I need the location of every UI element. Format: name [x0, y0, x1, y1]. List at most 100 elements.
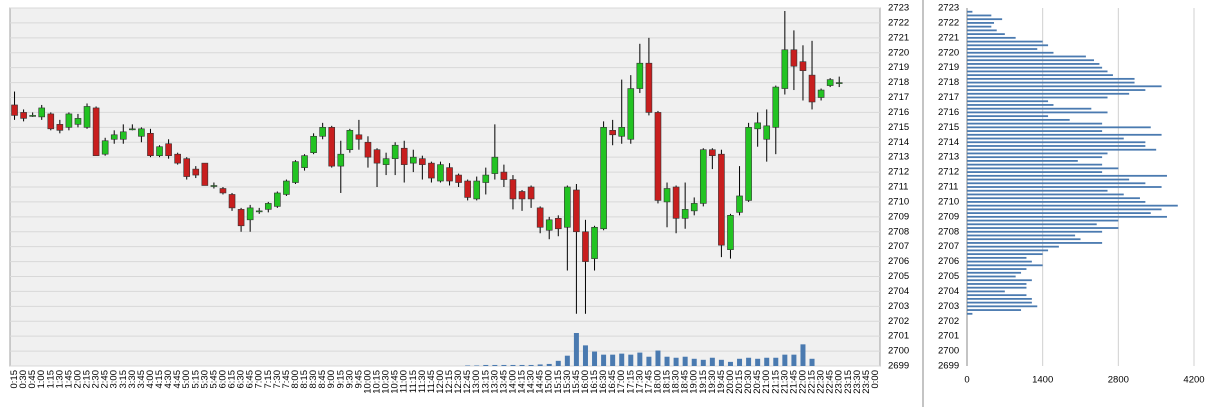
- x-tick-label: 11:45: [426, 370, 437, 393]
- x-tick-label: 10:30: [381, 370, 392, 394]
- x-tick-label: 7:30: [272, 370, 283, 389]
- candle-body: [355, 134, 363, 140]
- candle-body: [237, 209, 245, 227]
- candle-body: [591, 226, 598, 259]
- y-tick-label: 2708: [938, 226, 959, 237]
- x-tick-label: 19:00: [689, 370, 700, 394]
- x-tick-label: 13:00: [471, 370, 482, 394]
- x-tick-label: 16:45: [607, 370, 618, 394]
- profile-bar: [967, 63, 1100, 65]
- x-tick-label: 13:15: [480, 370, 491, 394]
- x-tick-label: 19:45: [716, 370, 727, 394]
- x-tick-label: 10:00: [362, 370, 373, 394]
- volume-bar: [492, 364, 498, 366]
- x-tick-label: 12:30: [453, 370, 464, 394]
- candle-body: [600, 127, 607, 230]
- profile-bar: [967, 77, 1135, 80]
- profile-bar: [967, 137, 1124, 140]
- y-tick-label: 2712: [888, 167, 909, 178]
- volume-bar: [610, 354, 616, 366]
- y-tick-label: 2699: [938, 361, 959, 372]
- y-tick-label: 2700: [938, 346, 959, 357]
- y-tick-label: 2701: [888, 331, 909, 342]
- candle-body: [491, 156, 499, 174]
- x-tick-label: 0:45: [27, 370, 38, 389]
- profile-bar: [967, 290, 1005, 293]
- profile-bar: [967, 115, 1049, 118]
- x-tick-label: 8:30: [308, 370, 319, 389]
- candle-body: [210, 185, 218, 187]
- y-tick-label: 2713: [938, 152, 959, 163]
- x-tick-label: 1:00: [36, 370, 47, 389]
- profile-bar: [967, 48, 1038, 50]
- y-tick-label: 2718: [888, 77, 909, 88]
- candle-body: [745, 127, 752, 201]
- volume-bar: [709, 357, 715, 366]
- profile-bar: [967, 81, 1135, 84]
- x-tick-label: 9:00: [326, 370, 337, 389]
- volume-bar: [773, 357, 779, 366]
- candle-body: [618, 127, 626, 137]
- candle-body: [147, 133, 154, 156]
- candle-body: [636, 62, 644, 89]
- candle-body: [382, 158, 390, 165]
- profile-bar: [967, 152, 1108, 155]
- candle-body: [437, 164, 444, 182]
- profile-bar: [967, 264, 1043, 267]
- candle-body: [509, 179, 517, 200]
- x-tick-label: 4200: [1183, 375, 1204, 386]
- candle-body: [101, 140, 109, 155]
- x-tick-label: 18:15: [662, 370, 673, 394]
- x-tick-label: 3:00: [109, 370, 120, 389]
- x-tick-label: 20:15: [734, 370, 745, 394]
- profile-bar: [967, 44, 1049, 47]
- volume-bar: [746, 357, 752, 366]
- candle-body: [400, 147, 408, 165]
- profile-bar: [967, 178, 1130, 181]
- x-tick-label: 0:00: [870, 370, 881, 389]
- x-tick-label: 4:00: [145, 370, 156, 389]
- profile-bar: [967, 212, 1151, 215]
- x-tick-label: 17:45: [643, 370, 654, 394]
- candle-body: [654, 112, 662, 201]
- y-tick-label: 2712: [938, 167, 959, 178]
- candle-body: [110, 134, 118, 140]
- profile-bar: [967, 29, 997, 32]
- y-tick-label: 2715: [938, 122, 959, 133]
- profile-bar: [967, 186, 1162, 188]
- y-tick-label: 2710: [938, 196, 959, 207]
- x-tick-label: 5:30: [199, 370, 210, 389]
- x-tick-label: 14:15: [517, 370, 528, 394]
- x-tick-label: 10:15: [372, 370, 383, 394]
- profile-bar: [967, 40, 1043, 43]
- x-tick-label: 21:30: [779, 370, 790, 394]
- profile-bar: [967, 85, 1162, 88]
- candle-body: [518, 191, 526, 200]
- candle-body: [47, 113, 55, 130]
- candle-body: [328, 127, 336, 167]
- x-tick-label: 22:30: [816, 370, 827, 394]
- volume-bar: [546, 363, 552, 366]
- x-tick-label: 8:45: [317, 370, 328, 389]
- y-tick-label: 2700: [888, 346, 909, 357]
- volume-bar: [483, 364, 489, 366]
- profile-bar: [967, 283, 1027, 285]
- y-tick-label: 2719: [938, 62, 959, 73]
- x-tick-label: 23:00: [834, 370, 845, 394]
- profile-bar: [967, 201, 1146, 203]
- volume-bar: [791, 354, 797, 366]
- x-tick-label: 17:15: [625, 370, 636, 394]
- x-tick-label: 12:00: [435, 370, 446, 394]
- x-tick-label: 21:15: [770, 370, 781, 394]
- candle-body: [283, 180, 290, 195]
- y-tick-label: 2710: [888, 196, 909, 207]
- candle-body: [808, 74, 816, 103]
- volume-bar: [718, 359, 724, 366]
- profile-bar: [967, 256, 1027, 259]
- y-tick-label: 2703: [888, 301, 909, 312]
- volume-bar: [700, 359, 706, 366]
- candle-body: [38, 107, 46, 118]
- x-tick-label: 11:30: [417, 370, 428, 393]
- x-tick-label: 12:15: [444, 370, 455, 394]
- volume-bar: [501, 364, 507, 366]
